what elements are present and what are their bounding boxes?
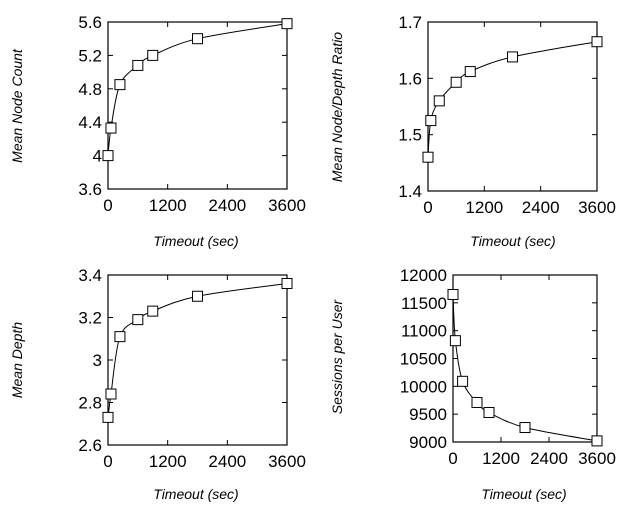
y-tick-label: 2.8 [78, 394, 102, 413]
y-tick-label: 5.2 [78, 46, 102, 65]
y-tick-label: 9000 [409, 433, 447, 452]
plot-frame [107, 21, 288, 190]
x-tick-label: 1200 [465, 198, 503, 217]
x-axis-title: Timeout (sec) [481, 486, 566, 502]
chart-panel-4: 9000 9500 10000 10500 11000 11500 12000 0 1200 24… [329, 266, 616, 502]
y-tick-label: 1.4 [398, 182, 422, 201]
y-axis-title: Mean Depth [9, 322, 25, 398]
x-tick-label: 3600 [268, 452, 306, 471]
y-tick-label: 4.4 [78, 113, 102, 132]
data-point-marker [114, 79, 126, 91]
data-point-marker [192, 290, 203, 302]
data-point-marker [281, 18, 293, 30]
data-point-marker [425, 115, 437, 127]
y-tick-label: 11000 [401, 322, 447, 341]
x-tick-label: 1200 [149, 452, 187, 471]
x-tick-label: 0 [423, 198, 432, 217]
data-point-marker [132, 59, 144, 71]
plot-frame [427, 21, 598, 192]
x-axis-title: Timeout (sec) [153, 486, 238, 502]
data-point-marker [192, 33, 203, 45]
x-tick-label: 2400 [208, 196, 246, 215]
data-point-marker [102, 411, 114, 423]
data-point-marker [449, 335, 461, 347]
data-point-marker [105, 122, 117, 134]
y-tick-label: 11500 [401, 294, 447, 313]
x-tick-label: 3600 [268, 196, 306, 215]
x-tick-label: 2400 [208, 452, 246, 471]
x-tick-label: 1200 [482, 449, 520, 468]
y-tick-label: 1.5 [398, 126, 422, 145]
y-tick-label: 4 [93, 147, 102, 166]
y-tick-label: 3 [93, 351, 102, 370]
y-tick-label: 2.6 [78, 436, 102, 455]
data-point-marker [450, 76, 462, 88]
y-tick-label: 1.6 [398, 69, 422, 88]
data-point-marker [483, 406, 495, 418]
data-point-marker [519, 422, 531, 434]
y-tick-label: 12000 [400, 266, 447, 285]
chart-panel-1: 3.6 4 4.4 4.8 5.2 5.6 0 1200 2400 3600 Timeout (se… [9, 13, 306, 249]
x-axis-title: Timeout (sec) [470, 233, 555, 249]
y-tick-label: 4.8 [78, 80, 102, 99]
data-point-marker [471, 396, 483, 408]
y-tick-label: 5.6 [78, 13, 102, 32]
y-axis-title: Mean Node/Depth Ratio [329, 32, 345, 182]
x-tick-label: 3600 [578, 449, 616, 468]
data-point-marker [591, 435, 603, 447]
y-tick-label: 10500 [400, 350, 447, 369]
data-point-marker [464, 66, 476, 78]
y-tick-label: 1.7 [398, 13, 422, 32]
y-axis-title: Sessions per User [329, 298, 345, 414]
x-tick-label: 0 [103, 196, 112, 215]
chart-panel-2: 1.4 1.5 1.6 1.7 0 1200 2400 3600 Timeout (sec) Me… [329, 13, 616, 249]
plot-frame [452, 274, 598, 443]
y-tick-label: 3.4 [78, 266, 102, 285]
series-line [107, 283, 288, 418]
x-axis-title: Timeout (sec) [153, 233, 238, 249]
x-tick-label: 0 [103, 452, 112, 471]
y-axis-title: Mean Node Count [9, 48, 25, 163]
data-point-marker [105, 388, 117, 400]
x-tick-label: 0 [448, 449, 457, 468]
series-line [452, 294, 598, 442]
data-point-marker [102, 150, 114, 162]
chart-panel-3: 2.6 2.8 3 3.2 3.4 0 1200 2400 3600 Timeout (sec) M… [9, 266, 306, 502]
y-tick-label: 3.6 [78, 180, 102, 199]
x-tick-label: 2400 [530, 449, 568, 468]
data-point-marker [591, 36, 603, 48]
data-point-marker [147, 305, 159, 317]
data-point-marker [433, 95, 445, 107]
data-point-marker [114, 331, 126, 343]
data-point-marker [507, 51, 518, 63]
y-tick-label: 9500 [409, 405, 447, 424]
data-point-marker [147, 49, 159, 61]
data-point-marker [447, 288, 459, 300]
data-point-marker [457, 375, 469, 387]
y-tick-label: 3.2 [78, 309, 102, 328]
x-tick-label: 3600 [578, 198, 616, 217]
y-tick-label: 10000 [400, 377, 447, 396]
x-tick-label: 1200 [149, 196, 187, 215]
data-point-marker [132, 314, 144, 326]
data-point-marker [281, 278, 293, 289]
x-tick-label: 2400 [522, 198, 560, 217]
data-point-marker [422, 151, 434, 163]
